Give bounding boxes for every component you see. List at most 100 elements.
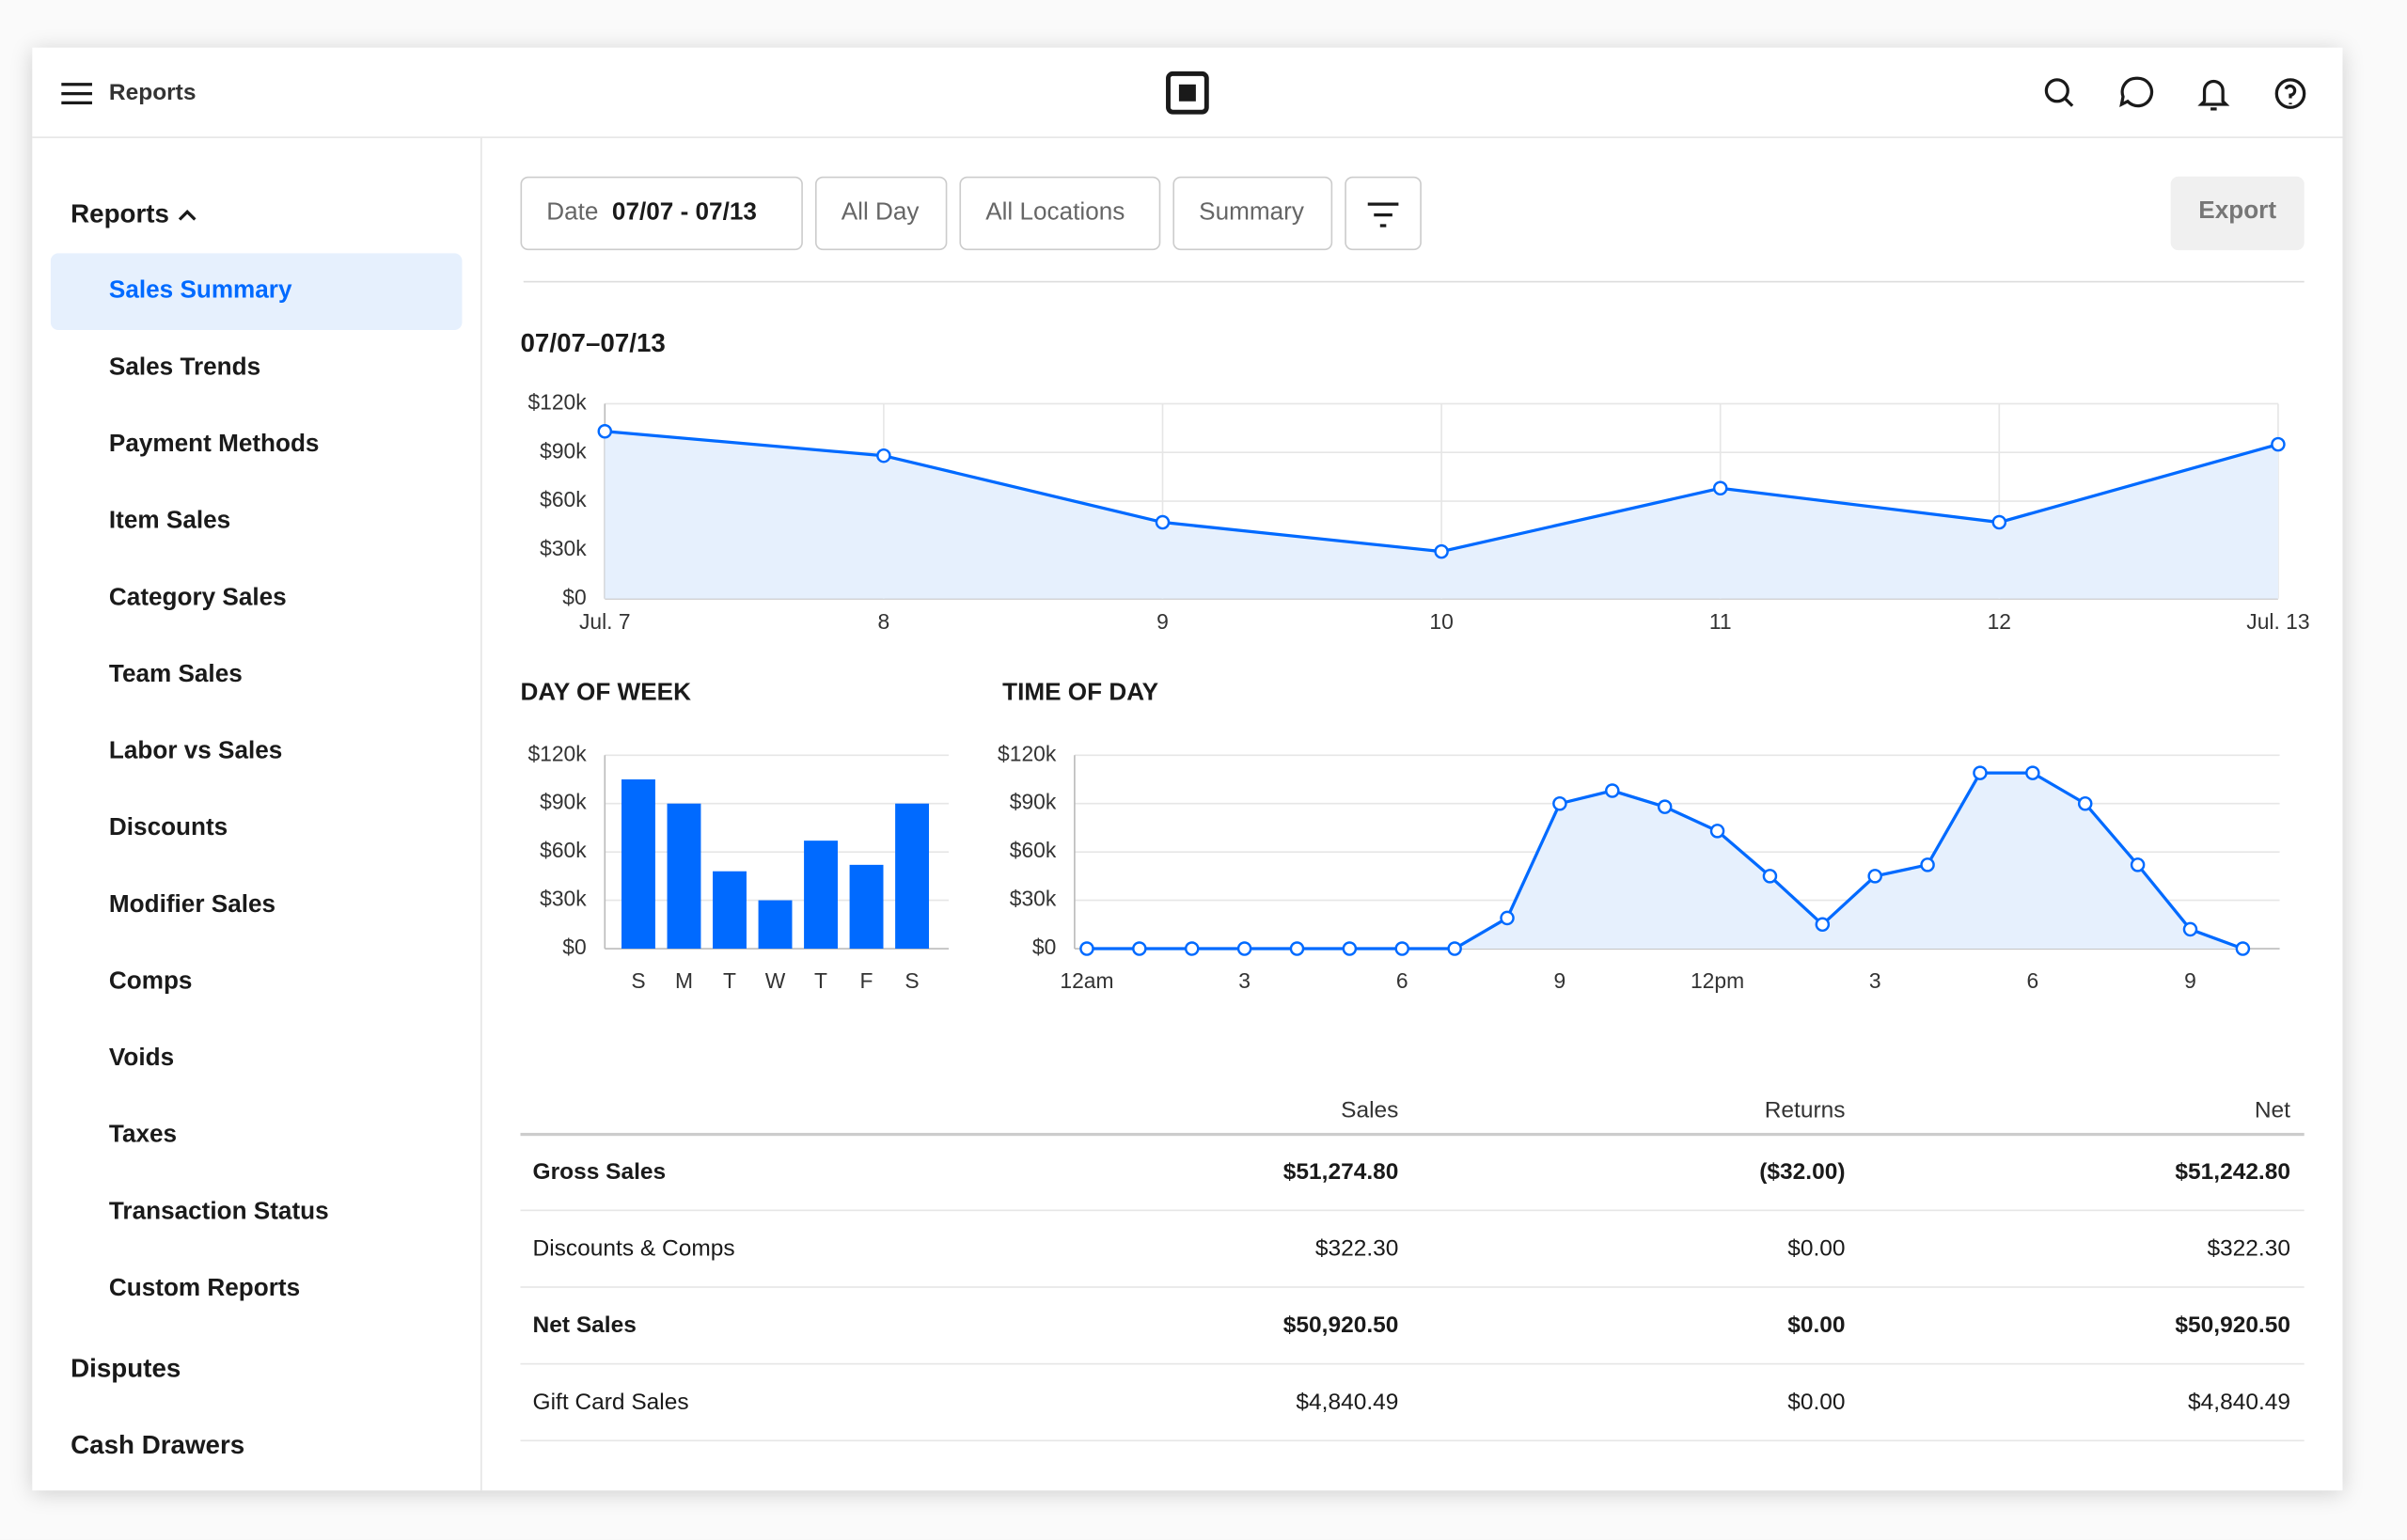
point xyxy=(1867,869,1882,884)
column-header: Sales xyxy=(1341,1097,1399,1124)
point xyxy=(597,424,613,439)
x-tick-label: M xyxy=(675,968,693,993)
cell: $322.30 xyxy=(1314,1235,1399,1263)
point xyxy=(1342,941,1358,956)
nav-item[interactable]: Team Sales xyxy=(108,661,243,688)
point xyxy=(1973,765,1988,780)
logo xyxy=(1166,71,1209,115)
point xyxy=(1920,857,1935,872)
point xyxy=(1712,480,1728,496)
point xyxy=(2235,941,2251,956)
point xyxy=(1605,783,1620,798)
y-tick-label: $30k xyxy=(1010,887,1057,911)
row-label: Discounts & Comps xyxy=(532,1235,735,1263)
point xyxy=(1434,543,1449,559)
x-tick-label: W xyxy=(765,968,786,993)
export-button[interactable]: Export xyxy=(2170,176,2305,251)
x-tick-label: 12 xyxy=(1988,609,2011,634)
filter-divider xyxy=(523,280,2305,283)
point xyxy=(2130,857,2146,872)
x-tick-label: Jul. 7 xyxy=(579,609,631,634)
y-tick-label: $60k xyxy=(540,487,587,511)
date-filter[interactable]: Date 07/07 - 07/13 xyxy=(520,176,803,251)
sidebar-divider xyxy=(480,137,482,1491)
x-tick-label: 11 xyxy=(1709,609,1732,634)
date-value: 07/07 - 07/13 xyxy=(611,199,757,227)
filter-icon[interactable] xyxy=(1367,202,1399,228)
cell: $4,840.49 xyxy=(1296,1389,1399,1416)
x-tick-label: 3 xyxy=(1238,968,1251,993)
y-tick-label: $120k xyxy=(527,741,587,765)
filter-button[interactable]: All Locations xyxy=(959,176,1161,251)
x-tick-label: 6 xyxy=(1396,968,1408,993)
point xyxy=(2025,765,2040,780)
nav-item[interactable]: Sales Summary xyxy=(108,277,292,305)
nav-item[interactable]: Modifier Sales xyxy=(108,891,276,919)
chat-icon[interactable] xyxy=(2119,76,2154,108)
point xyxy=(1184,941,1200,956)
filter-icon-button[interactable] xyxy=(1345,176,1422,251)
date-label: Date xyxy=(546,199,599,227)
cell: $0.00 xyxy=(1787,1235,1846,1263)
filter-button[interactable]: Summary xyxy=(1172,176,1333,251)
nav-item[interactable]: Discounts xyxy=(108,814,228,841)
nav-item[interactable]: Comps xyxy=(108,968,193,995)
point xyxy=(2271,436,2286,452)
nav-item[interactable]: Disputes xyxy=(71,1354,181,1384)
y-tick-label: $60k xyxy=(540,838,587,862)
header-rule xyxy=(520,1132,2305,1137)
column-header: Net xyxy=(2254,1097,2290,1124)
point xyxy=(1289,941,1305,956)
cell: $4,840.49 xyxy=(2188,1389,2290,1416)
selected-highlight xyxy=(50,253,463,331)
x-tick-label: 8 xyxy=(878,609,890,634)
column-header: Returns xyxy=(1764,1097,1846,1124)
x-tick-label: 12pm xyxy=(1691,968,1744,993)
nav-item[interactable]: Custom Reports xyxy=(108,1275,301,1302)
nav-item[interactable]: Sales Trends xyxy=(108,354,261,381)
collapse-caret[interactable] xyxy=(178,210,197,221)
x-tick-label: 10 xyxy=(1429,609,1453,634)
point xyxy=(1815,917,1831,933)
x-tick-label: 9 xyxy=(1156,609,1169,634)
y-tick-label: $120k xyxy=(527,389,587,414)
point xyxy=(2182,921,2198,937)
point xyxy=(876,448,891,464)
nav-item[interactable]: Voids xyxy=(108,1045,175,1072)
nav-item[interactable]: Taxes xyxy=(108,1122,178,1149)
nav-item[interactable]: Transaction Status xyxy=(108,1199,329,1225)
chart-title: TIME OF DAY xyxy=(1002,680,1159,707)
bell-icon[interactable] xyxy=(2197,79,2230,111)
nav-item[interactable]: Payment Methods xyxy=(108,431,320,458)
x-tick-label: 9 xyxy=(1554,968,1566,993)
x-tick-label: Jul. 13 xyxy=(2246,609,2309,634)
cell: $51,274.80 xyxy=(1282,1158,1399,1186)
menu-icon[interactable] xyxy=(61,83,92,105)
nav-item[interactable]: Category Sales xyxy=(108,585,287,611)
row-rule xyxy=(520,1286,2305,1288)
row-label: Gift Card Sales xyxy=(532,1389,689,1416)
point xyxy=(1762,869,1778,884)
y-tick-label: $0 xyxy=(562,935,586,959)
cell: $50,920.50 xyxy=(2175,1312,2290,1339)
x-tick-label: 12am xyxy=(1060,968,1113,993)
nav-item[interactable]: Cash Drawers xyxy=(71,1430,245,1460)
header-divider xyxy=(32,136,2343,138)
filter-button[interactable]: All Day xyxy=(814,176,948,251)
point xyxy=(2077,795,2093,811)
x-tick-label: T xyxy=(814,968,827,993)
x-tick-label: T xyxy=(723,968,736,993)
row-rule xyxy=(520,1209,2305,1212)
sidebar-section[interactable]: Reports xyxy=(71,199,169,229)
search-icon[interactable] xyxy=(2044,78,2069,103)
x-tick-label: 9 xyxy=(2184,968,2196,993)
cell: ($32.00) xyxy=(1759,1158,1846,1186)
row-label: Gross Sales xyxy=(532,1158,667,1186)
nav-item[interactable]: Item Sales xyxy=(108,508,231,535)
help-icon[interactable] xyxy=(2274,78,2306,109)
cell: $50,920.50 xyxy=(1282,1312,1399,1339)
nav-item[interactable]: Labor vs Sales xyxy=(108,738,283,765)
bar xyxy=(713,871,747,950)
